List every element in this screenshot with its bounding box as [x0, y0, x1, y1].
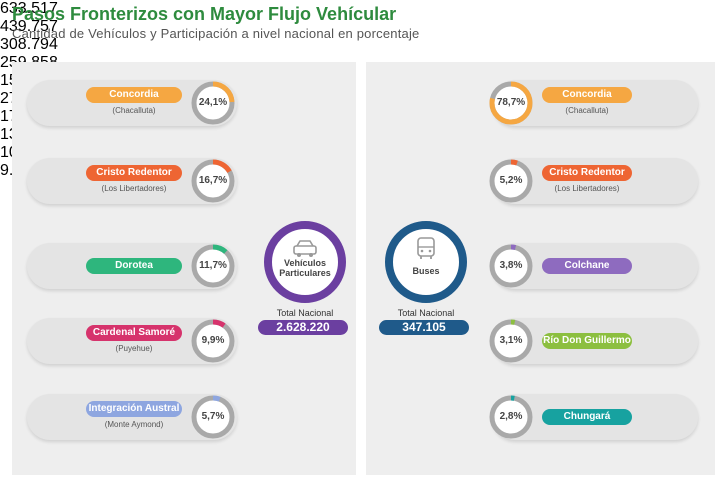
buses-row-1-pct: 78,7%: [496, 97, 526, 108]
buses-total-label: Total Nacional: [397, 308, 455, 318]
buses-row-5-name: Chungará: [542, 409, 632, 425]
buses-row-1-donut: 78,7%: [488, 80, 534, 126]
vehicles-row-2-count: 439.757: [0, 18, 58, 35]
vehicles-row-4-sub: (Puyehue): [115, 344, 153, 353]
vehicles-row-2-sub: (Los Libertadores): [101, 184, 167, 193]
vehicles-row-5-pct: 5,7%: [201, 411, 225, 422]
buses-row-1-donut-arc: [489, 81, 533, 125]
vehicles-row-2-pct: 16,7%: [198, 175, 228, 186]
buses-row-5-donut: 2,8%: [488, 394, 534, 440]
vehicles-row-3-donut-arc: [191, 244, 235, 288]
bus-icon: [417, 237, 435, 259]
buses-row-4-name: Río Don Guillermo: [542, 333, 632, 349]
buses-row-5-donut-arc: [489, 395, 533, 439]
vehicles-total-ring: [263, 220, 347, 304]
vehicles-row-4-donut: 9,9%: [190, 318, 236, 364]
buses-row-3-name: Colchane: [542, 258, 632, 274]
buses-row-4-donut-arc: [489, 319, 533, 363]
rows-container: 633.517 Concordia (Chacalluta) 24,1% 439.757…: [0, 0, 727, 440]
vehicles-row-2-donut: 16,7%: [190, 158, 236, 204]
buses-row-4-pct: 3,1%: [499, 335, 523, 346]
vehicles-category-label: Vehículos Particulares: [279, 258, 331, 278]
vehicles-row-5-donut-arc: [191, 395, 235, 439]
buses-row-1-sub: (Chacalluta): [565, 106, 609, 115]
vehicles-row-4-pct: 9,9%: [201, 335, 225, 346]
buses-row-1-name: Concordia: [542, 87, 632, 103]
buses-row-2-pct: 5,2%: [499, 175, 523, 186]
buses-category-label: Buses: [412, 266, 440, 276]
vehicles-row-1-donut-arc: [191, 81, 235, 125]
vehicles-row-4-donut-arc: [191, 319, 235, 363]
vehicles-total-label: Total Nacional: [276, 308, 334, 318]
buses-total-value: 347.105: [379, 320, 469, 335]
buses-row-2-donut: 5,2%: [488, 158, 534, 204]
vehicles-row-5-name: Integración Austral: [86, 401, 182, 417]
buses-row-2-name: Cristo Redentor: [542, 165, 632, 181]
vehicles-row-5-donut: 5,7%: [190, 394, 236, 440]
buses-row-2-sub: (Los Libertadores): [554, 184, 620, 193]
vehicles-row-1-sub: (Chacalluta): [112, 106, 156, 115]
buses-total-ring: [384, 220, 468, 304]
vehicles-total-value: 2.628.220: [258, 320, 348, 335]
vehicles-row-3-count: 308.794: [0, 36, 58, 53]
buses-row-3-donut: 3,8%: [488, 243, 534, 289]
vehicles-row-1-name: Concordia: [86, 87, 182, 103]
vehicles-row-3-pct: 11,7%: [199, 260, 227, 271]
buses-row-3-donut-arc: [489, 244, 533, 288]
vehicles-row-3-donut: 11,7%: [190, 243, 236, 289]
chart-title: Pasos Fronterizos con Mayor Flujo Vehícu…: [12, 4, 397, 24]
vehicles-row-3-name: Dorotea: [86, 258, 182, 274]
vehicles-row-1-count: 633.517: [0, 0, 58, 17]
chart-subtitle: Cantidad de Vehículos y Participación a …: [12, 26, 420, 41]
buses-row-4-donut: 3,1%: [488, 318, 534, 364]
vehicles-row-4-name: Cardenal Samoré: [86, 325, 182, 341]
vehicles-row-5-sub: (Monte Aymond): [104, 420, 164, 429]
vehicles-row-1-donut: 24,1%: [190, 80, 236, 126]
vehicles-row-1-pct: 24,1%: [198, 97, 228, 108]
car-icon: [293, 240, 317, 257]
vehicles-row-2-donut-arc: [191, 159, 235, 203]
buses-row-2-donut-arc: [489, 159, 533, 203]
buses-row-3-pct: 3,8%: [499, 260, 523, 271]
vehicles-row-2-name: Cristo Redentor: [86, 165, 182, 181]
buses-row-5-pct: 2,8%: [499, 411, 523, 422]
